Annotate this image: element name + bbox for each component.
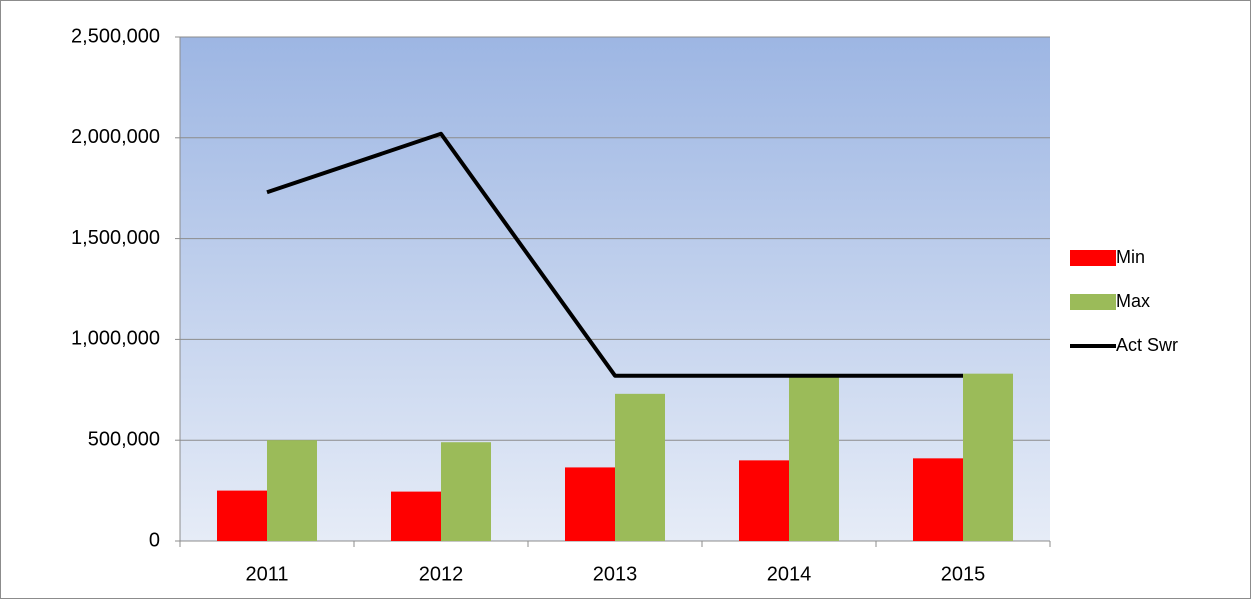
x-tick-label: 2015 bbox=[941, 563, 986, 585]
bar bbox=[963, 373, 1013, 541]
legend-label: Min bbox=[1116, 247, 1145, 267]
bar bbox=[789, 375, 839, 541]
bar bbox=[217, 490, 267, 541]
bar bbox=[441, 442, 491, 541]
line bbox=[266, 131, 963, 378]
bar bbox=[565, 467, 615, 541]
x-tick-label: 2014 bbox=[767, 563, 812, 585]
legend-label: Max bbox=[1116, 291, 1150, 311]
legend-label: Act Swr bbox=[1116, 335, 1178, 355]
y-tick-label: 2,000,000 bbox=[71, 126, 160, 148]
y-tick-label: 0 bbox=[149, 529, 160, 551]
bar bbox=[391, 491, 441, 541]
y-tick-label: 1,000,000 bbox=[71, 328, 160, 350]
legend-swatch bbox=[1070, 294, 1116, 310]
x-tick-label: 2012 bbox=[419, 563, 464, 585]
x-tick-label: 2013 bbox=[593, 563, 638, 585]
y-tick-label: 2,500,000 bbox=[71, 25, 160, 47]
y-tick-label: 1,500,000 bbox=[71, 227, 160, 249]
y-tick-label: 500,000 bbox=[88, 428, 160, 450]
bar bbox=[267, 440, 317, 541]
legend-swatch bbox=[1070, 250, 1116, 266]
bar bbox=[615, 393, 665, 541]
bar bbox=[739, 460, 789, 541]
bar bbox=[913, 458, 963, 541]
x-tick-label: 2011 bbox=[245, 563, 288, 585]
